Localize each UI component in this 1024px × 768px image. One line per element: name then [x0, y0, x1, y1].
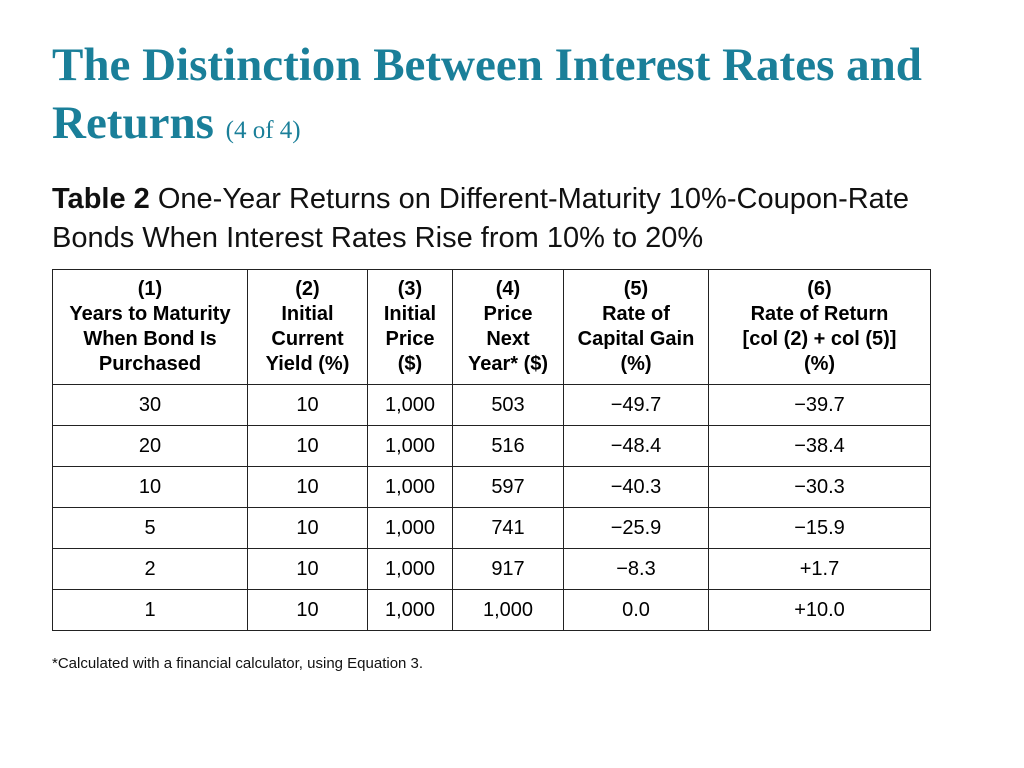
- header-initial-current-yield: (2) Initial Current Yield (%): [247, 269, 368, 385]
- header-line: Next: [486, 328, 530, 350]
- header-line: Rate of Return: [750, 303, 889, 325]
- table-cell: 1,000: [367, 507, 453, 549]
- table-cell: −15.9: [708, 507, 931, 549]
- table-cell: −8.3: [563, 548, 709, 590]
- header-line: Price: [483, 303, 533, 325]
- slide-title-main: The Distinction Between Interest Rates a…: [52, 39, 922, 149]
- table-row: 10 10 1,000 597 −40.3 −30.3: [52, 466, 931, 508]
- table-cell: 1,000: [367, 425, 453, 467]
- table-footnote: *Calculated with a financial calculator,…: [52, 655, 424, 672]
- table-row: 20 10 1,000 516 −48.4 −38.4: [52, 425, 931, 467]
- table-cell: 10: [247, 466, 368, 508]
- table-cell: 503: [452, 384, 564, 426]
- table-cell: −39.7: [708, 384, 931, 426]
- table-cell: 597: [452, 466, 564, 508]
- table-row: 1 10 1,000 1,000 0.0 +10.0: [52, 589, 931, 631]
- table-row: 2 10 1,000 917 −8.3 +1.7: [52, 548, 931, 590]
- header-line: (6): [807, 278, 832, 300]
- header-line: Purchased: [98, 353, 202, 375]
- table-caption-text: One-Year Returns on Different-Maturity 1…: [52, 183, 909, 254]
- table-cell: −49.7: [563, 384, 709, 426]
- table-header-row: (1) Years to Maturity When Bond Is Purch…: [52, 269, 931, 385]
- header-line: Yield (%): [265, 353, 350, 375]
- header-line: Current: [271, 328, 344, 350]
- header-line: When Bond Is: [83, 328, 217, 350]
- table-cell: 1,000: [367, 548, 453, 590]
- table-cell: 10: [52, 466, 248, 508]
- header-line: (3): [397, 278, 423, 300]
- table-cell: −25.9: [563, 507, 709, 549]
- header-line: Year* ($): [467, 353, 549, 375]
- header-line: (5): [623, 278, 649, 300]
- table-cell: 10: [247, 425, 368, 467]
- header-line: Price: [385, 328, 435, 350]
- table-cell: 5: [52, 507, 248, 549]
- header-rate-of-return: (6) Rate of Return [col (2) + col (5)] (…: [708, 269, 931, 385]
- table-cell: 1,000: [367, 384, 453, 426]
- table-cell: −38.4: [708, 425, 931, 467]
- header-line: (2): [295, 278, 320, 300]
- table-cell: 20: [52, 425, 248, 467]
- header-line: [col (2) + col (5)]: [742, 328, 897, 350]
- header-line: Rate of: [602, 303, 670, 325]
- returns-table: (1) Years to Maturity When Bond Is Purch…: [52, 269, 931, 631]
- slide-title-part: (4 of 4): [225, 117, 301, 144]
- header-line: (%): [803, 353, 836, 375]
- table-cell: 10: [247, 589, 368, 631]
- table-cell: 0.0: [563, 589, 709, 631]
- header-line: ($): [397, 353, 423, 375]
- table-cell: −48.4: [563, 425, 709, 467]
- slide-title: The Distinction Between Interest Rates a…: [52, 36, 992, 160]
- header-line: Years to Maturity: [69, 303, 231, 325]
- table-cell: 2: [52, 548, 248, 590]
- header-line: Initial: [281, 303, 334, 325]
- table-cell: +1.7: [708, 548, 931, 590]
- table-cell: 1,000: [367, 589, 453, 631]
- table-cell: +10.0: [708, 589, 931, 631]
- table-cell: −30.3: [708, 466, 931, 508]
- table-cell: 10: [247, 384, 368, 426]
- table-cell: 516: [452, 425, 564, 467]
- header-line: Initial: [383, 303, 437, 325]
- table-row: 30 10 1,000 503 −49.7 −39.7: [52, 384, 931, 426]
- table-row: 5 10 1,000 741 −25.9 −15.9: [52, 507, 931, 549]
- table-caption: Table 2 One-Year Returns on Different-Ma…: [52, 180, 952, 258]
- header-years-to-maturity: (1) Years to Maturity When Bond Is Purch…: [52, 269, 248, 385]
- table-cell: 10: [247, 507, 368, 549]
- header-line: (4): [495, 278, 521, 300]
- table-caption-label: Table 2: [52, 183, 150, 215]
- table-cell: −40.3: [563, 466, 709, 508]
- table-cell: 1,000: [367, 466, 453, 508]
- header-line: Capital Gain: [577, 328, 695, 350]
- table-cell: 1: [52, 589, 248, 631]
- header-rate-of-capital-gain: (5) Rate of Capital Gain (%): [563, 269, 709, 385]
- table-cell: 1,000: [452, 589, 564, 631]
- table-cell: 741: [452, 507, 564, 549]
- header-line: (1): [137, 278, 163, 300]
- table-cell: 10: [247, 548, 368, 590]
- table-cell: 30: [52, 384, 248, 426]
- table-cell: 917: [452, 548, 564, 590]
- header-line: (%): [620, 353, 652, 375]
- header-price-next-year: (4) Price Next Year* ($): [452, 269, 564, 385]
- header-initial-price: (3) Initial Price ($): [367, 269, 453, 385]
